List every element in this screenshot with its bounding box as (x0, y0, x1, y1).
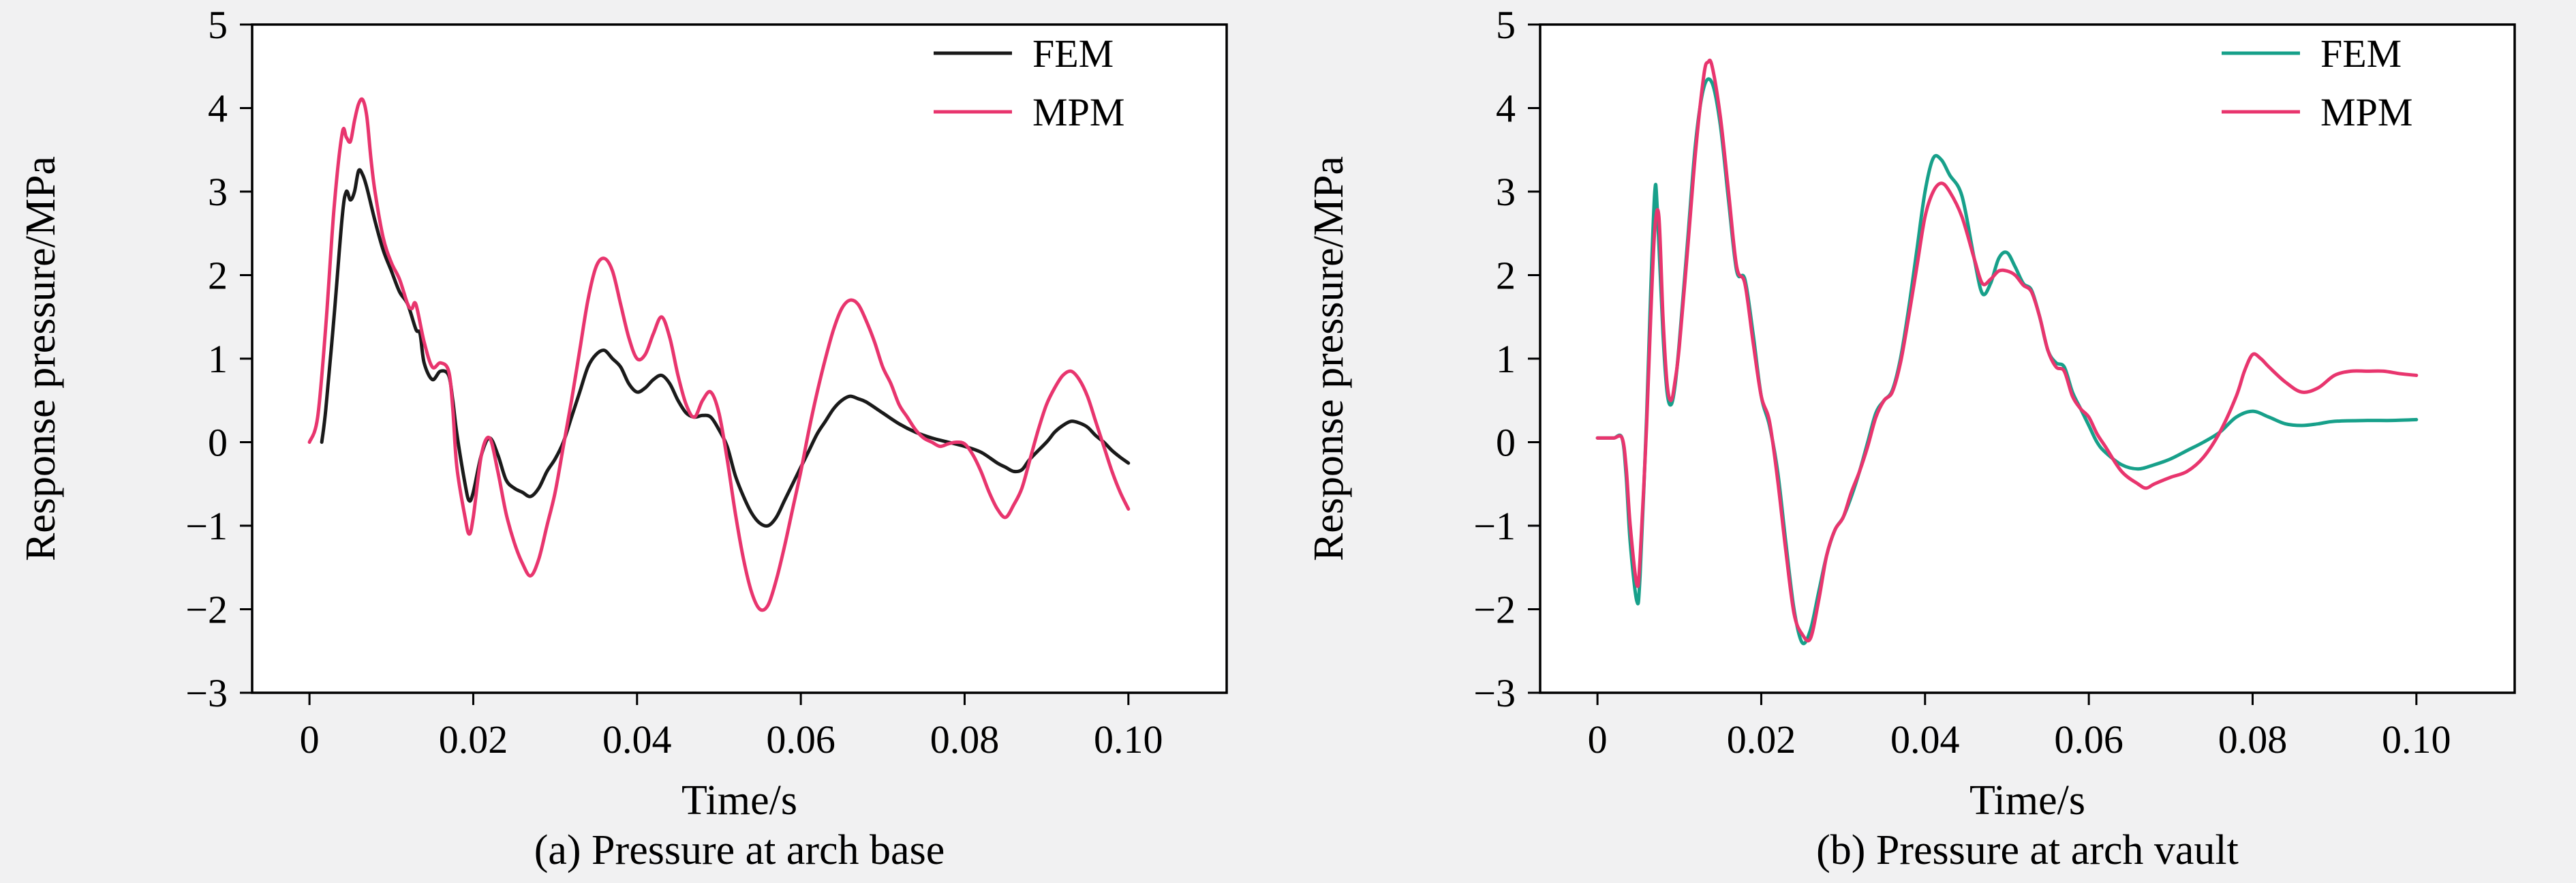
x-tick-label: 0.08 (2218, 717, 2288, 762)
series-line-mpm (1595, 58, 2419, 643)
chart-b-svg: −3 −2 −1 0 1 2 3 4 5 0 0.02 0.04 0.06 0.08 0.10 Time/s R… (1306, 5, 2516, 824)
x-tick-label: 0.02 (439, 717, 508, 762)
y-tick-label: −3 (1473, 671, 1516, 715)
series-line-fem (320, 168, 1131, 528)
y-tick-label: −1 (1473, 504, 1516, 548)
x-axis-label: Time/s (681, 777, 797, 824)
series-line-mpm (307, 97, 1131, 612)
y-tick-label: 4 (208, 87, 228, 131)
plot-frame (1539, 23, 2516, 694)
chart-a-svg: −3 −2 −1 0 1 2 3 4 5 0 0.02 0.04 0.06 0.08 0.10 Time/s R… (18, 5, 1228, 824)
y-tick-label: 2 (208, 254, 228, 298)
x-tick-label: 0.08 (930, 717, 1000, 762)
x-tick-label: 0.10 (1094, 717, 1163, 762)
x-tick-label: 0.06 (2054, 717, 2123, 762)
y-tick-label: 0 (208, 421, 228, 465)
legend-label-fem: FEM (1032, 31, 1114, 76)
y-tick-label: 0 (1496, 421, 1516, 465)
x-tick-label: 0.02 (1727, 717, 1796, 762)
y-tick-label: 1 (208, 337, 228, 381)
x-tick-label: 0 (1588, 717, 1608, 762)
x-tick-label: 0 (300, 717, 320, 762)
y-tick-label: 4 (1496, 87, 1516, 131)
x-axis-label: Time/s (1969, 777, 2085, 824)
y-tick-label: −2 (185, 588, 228, 632)
chart-panel-b: −3 −2 −1 0 1 2 3 4 5 0 0.02 0.04 0.06 0.08 0.10 Time/s R… (1288, 5, 2576, 883)
plot-area (1540, 25, 2515, 693)
y-tick-label: 3 (208, 170, 228, 214)
y-tick-label: 1 (1496, 337, 1516, 381)
legend-label-fem: FEM (2320, 31, 2402, 76)
x-tick-label: 0.10 (2382, 717, 2451, 762)
plot-area (252, 25, 1227, 693)
y-tick-label: −2 (1473, 588, 1516, 632)
y-axis-label: Response pressure/MPa (18, 156, 64, 561)
y-axis-label: Response pressure/MPa (1306, 156, 1352, 561)
y-tick-label: −1 (185, 504, 228, 548)
y-tick-label: 5 (1496, 5, 1516, 47)
plot-frame (251, 23, 1228, 694)
x-tick-label: 0.06 (766, 717, 835, 762)
chart-b-caption: (b) Pressure at arch vault (1816, 827, 2239, 873)
legend-label-mpm: MPM (1032, 90, 1124, 134)
x-tick-label: 0.04 (602, 717, 672, 762)
y-tick-label: 3 (1496, 170, 1516, 214)
y-tick-label: 5 (208, 5, 228, 47)
chart-a-caption: (a) Pressure at arch base (534, 827, 945, 873)
x-tick-label: 0.04 (1890, 717, 1960, 762)
y-tick-label: 2 (1496, 254, 1516, 298)
chart-panel-a: −3 −2 −1 0 1 2 3 4 5 0 0.02 0.04 0.06 0.08 0.10 Time/s R… (0, 5, 1288, 883)
legend-label-mpm: MPM (2320, 90, 2412, 134)
y-tick-label: −3 (185, 671, 228, 715)
